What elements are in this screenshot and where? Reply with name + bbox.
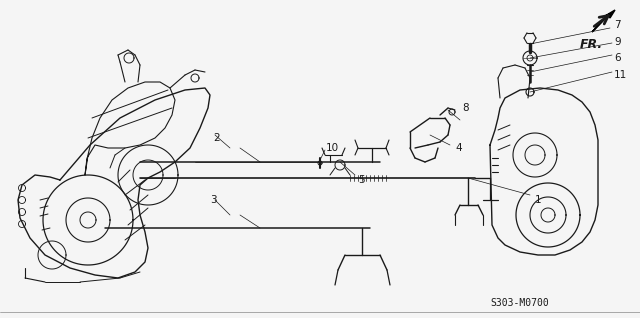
Text: 4: 4 <box>455 143 461 153</box>
Text: 5: 5 <box>358 175 365 185</box>
Text: 7: 7 <box>614 20 621 30</box>
Text: 8: 8 <box>462 103 468 113</box>
Text: FR.: FR. <box>580 38 603 51</box>
Text: 3: 3 <box>210 195 216 205</box>
Text: S303-M0700: S303-M0700 <box>490 298 548 308</box>
Text: 9: 9 <box>614 37 621 47</box>
Text: 11: 11 <box>614 70 627 80</box>
Text: 10: 10 <box>326 143 339 153</box>
Text: 2: 2 <box>213 133 220 143</box>
Polygon shape <box>592 10 615 32</box>
Text: 1: 1 <box>535 195 541 205</box>
Text: 6: 6 <box>614 53 621 63</box>
